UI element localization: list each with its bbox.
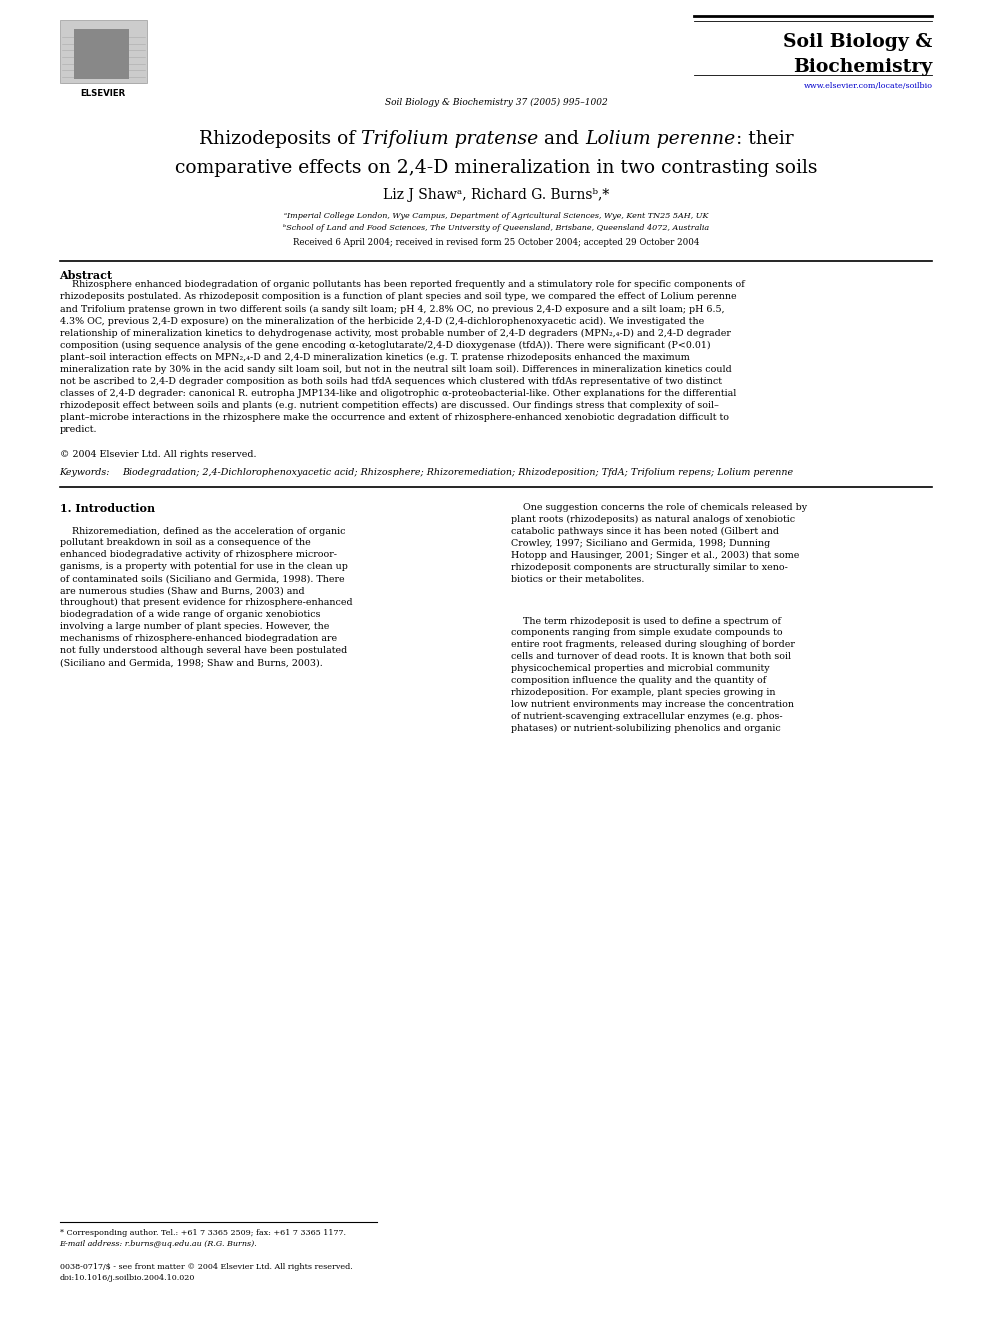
Text: Rhizosphere enhanced biodegradation of organic pollutants has been reported freq: Rhizosphere enhanced biodegradation of o… xyxy=(60,280,744,434)
Text: Lolium perenne: Lolium perenne xyxy=(585,130,735,148)
Text: Rhizoremediation, defined as the acceleration of organic
pollutant breakdown in : Rhizoremediation, defined as the acceler… xyxy=(60,527,352,667)
Text: doi:10.1016/j.soilbio.2004.10.020: doi:10.1016/j.soilbio.2004.10.020 xyxy=(60,1274,194,1282)
Text: * Corresponding author. Tel.: +61 7 3365 2509; fax: +61 7 3365 1177.: * Corresponding author. Tel.: +61 7 3365… xyxy=(60,1229,345,1237)
Text: Liz J Shawᵃ, Richard G. Burnsᵇ,*: Liz J Shawᵃ, Richard G. Burnsᵇ,* xyxy=(383,188,609,202)
Bar xyxy=(60,20,147,83)
Text: ᵇSchool of Land and Food Sciences, The University of Queensland, Brisbane, Queen: ᵇSchool of Land and Food Sciences, The U… xyxy=(283,224,709,232)
Text: and: and xyxy=(539,130,585,148)
Text: Rhizodeposits of: Rhizodeposits of xyxy=(198,130,361,148)
Text: The term rhizodeposit is used to define a spectrum of
components ranging from si: The term rhizodeposit is used to define … xyxy=(511,617,795,733)
Text: 1. Introduction: 1. Introduction xyxy=(60,503,155,513)
Text: Received 6 April 2004; received in revised form 25 October 2004; accepted 29 Oct: Received 6 April 2004; received in revis… xyxy=(293,238,699,247)
Text: Keywords:: Keywords: xyxy=(60,468,113,478)
Text: ᵃImperial College London, Wye Campus, Department of Agricultural Sciences, Wye, : ᵃImperial College London, Wye Campus, De… xyxy=(284,212,708,220)
Text: Abstract: Abstract xyxy=(60,270,113,280)
Text: Biochemistry: Biochemistry xyxy=(794,58,932,77)
Text: Soil Biology & Biochemistry 37 (2005) 995–1002: Soil Biology & Biochemistry 37 (2005) 99… xyxy=(385,98,607,107)
Text: Trifolium pratense: Trifolium pratense xyxy=(361,130,539,148)
Bar xyxy=(74,29,129,79)
Text: © 2004 Elsevier Ltd. All rights reserved.: © 2004 Elsevier Ltd. All rights reserved… xyxy=(60,450,256,459)
Text: One suggestion concerns the role of chemicals released by
plant roots (rhizodepo: One suggestion concerns the role of chem… xyxy=(511,503,807,583)
Text: Biodegradation; 2,4-Dichlorophenoxyacetic acid; Rhizosphere; Rhizoremediation; R: Biodegradation; 2,4-Dichlorophenoxyaceti… xyxy=(122,468,794,478)
Text: : their: : their xyxy=(735,130,794,148)
Text: 0038-0717/$ - see front matter © 2004 Elsevier Ltd. All rights reserved.: 0038-0717/$ - see front matter © 2004 El… xyxy=(60,1263,352,1271)
Text: www.elsevier.com/locate/soilbio: www.elsevier.com/locate/soilbio xyxy=(804,82,932,90)
Text: ELSEVIER: ELSEVIER xyxy=(80,89,126,98)
Text: comparative effects on 2,4-D mineralization in two contrasting soils: comparative effects on 2,4-D mineralizat… xyxy=(175,159,817,177)
Text: Soil Biology &: Soil Biology & xyxy=(784,33,932,52)
Text: E-mail address: r.burns@uq.edu.au (R.G. Burns).: E-mail address: r.burns@uq.edu.au (R.G. … xyxy=(60,1240,257,1248)
